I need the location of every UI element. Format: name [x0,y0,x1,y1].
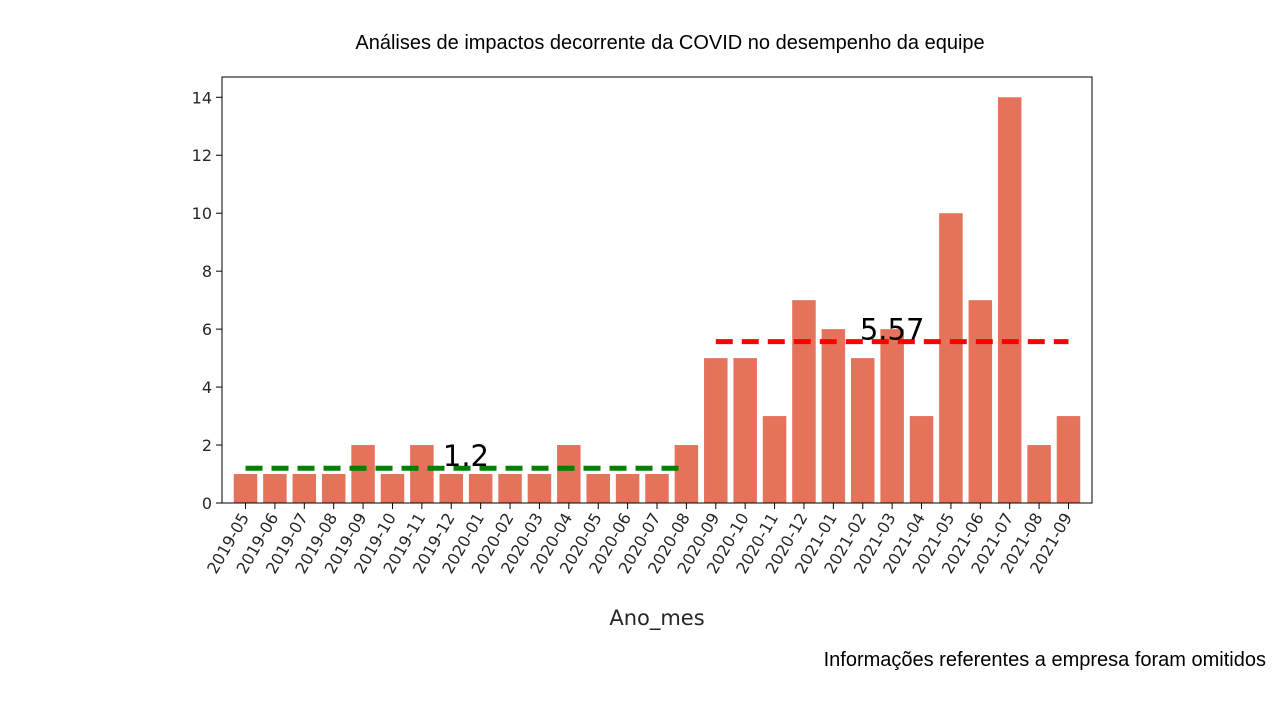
bar-2019-08 [321,474,346,503]
mean-value-label: 1.2 [443,439,489,473]
bar-2021-05 [939,213,963,503]
x-axis: 2019-052019-062019-072019-082019-092019-… [203,503,1076,577]
bar-2020-06 [615,474,640,503]
bar-2019-06 [263,474,287,503]
bar-2020-09 [704,358,728,503]
bars-group [233,97,1081,504]
y-tick-label: 8 [202,262,212,281]
bar-2020-01 [468,474,493,503]
bar-2021-09 [1056,416,1081,503]
mean-lines-group: 1.2 5.57 [245,313,1069,473]
slide-title: Análises de impactos decorrente da COVID… [355,32,985,54]
y-tick-label: 6 [202,320,212,339]
mean-value-label: 5.57 [860,313,925,347]
footnote: Informações referentes a empresa foram o… [823,649,1266,671]
y-axis: 0 2 4 6 8 10 12 14 [192,88,222,513]
bar-2020-12 [792,300,816,503]
bar-2020-11 [762,416,787,503]
bar-2019-07 [292,474,317,503]
x-axis-title: Ano_mes [609,606,704,631]
bar-2021-08 [1027,445,1051,503]
bar-2019-11 [410,445,434,503]
bar-2019-09 [351,445,375,503]
bar-2020-05 [586,474,610,503]
bar-2019-10 [380,474,405,503]
bar-2021-03 [880,329,904,503]
bar-2020-08 [674,445,699,503]
y-tick-label: 0 [202,494,212,513]
bar-2020-03 [527,474,552,503]
bar-2019-05 [233,474,258,503]
bar-2020-07 [645,474,669,503]
y-tick-label: 2 [202,436,212,455]
bar-2021-06 [968,300,993,503]
bar-2020-10 [733,358,757,503]
bar-2020-04 [557,445,581,503]
bar-2021-07 [997,97,1022,504]
bar-2019-12 [439,474,464,503]
bar-2020-02 [498,474,522,503]
y-tick-label: 12 [192,146,212,165]
bar-2021-01 [821,329,846,503]
y-tick-label: 10 [192,204,212,223]
y-tick-label: 4 [202,378,212,397]
y-tick-label: 14 [192,88,212,107]
bar-2021-04 [909,416,934,503]
bar-2021-02 [850,358,875,503]
